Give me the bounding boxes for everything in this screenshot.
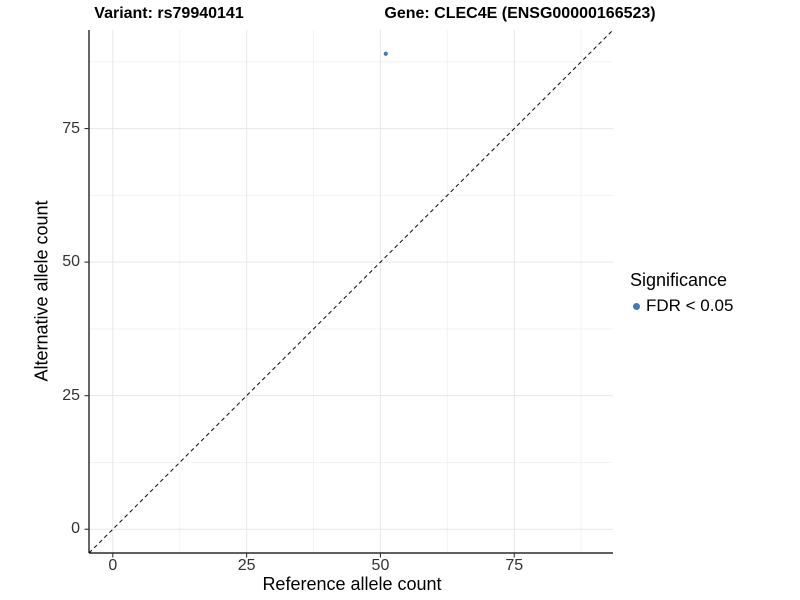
x-tick-label: 0 <box>108 557 118 574</box>
variant-title: Variant: rs79940141 <box>94 5 244 22</box>
x-axis-title: Reference allele count <box>262 574 442 594</box>
gene-title: Gene: CLEC4E (ENSG00000166523) <box>384 5 656 22</box>
x-tick-label: 25 <box>237 557 256 574</box>
y-axis-title: Alternative allele count <box>31 200 52 382</box>
y-tick-label: 0 <box>71 520 80 538</box>
legend-item-label: FDR < 0.05 <box>646 296 734 315</box>
legend-title: Significance <box>630 270 728 290</box>
y-tick-label: 25 <box>62 386 80 404</box>
y-tick-label: 75 <box>62 119 80 137</box>
x-tick-label: 75 <box>505 557 524 574</box>
x-tick-label: 50 <box>371 557 390 574</box>
legend: Significance FDR < 0.05 <box>630 270 733 316</box>
data-point <box>383 51 388 56</box>
y-tick-label: 50 <box>62 253 80 271</box>
legend-item: FDR < 0.05 <box>630 296 733 316</box>
identity-line <box>88 29 614 554</box>
legend-point-icon <box>633 302 640 310</box>
